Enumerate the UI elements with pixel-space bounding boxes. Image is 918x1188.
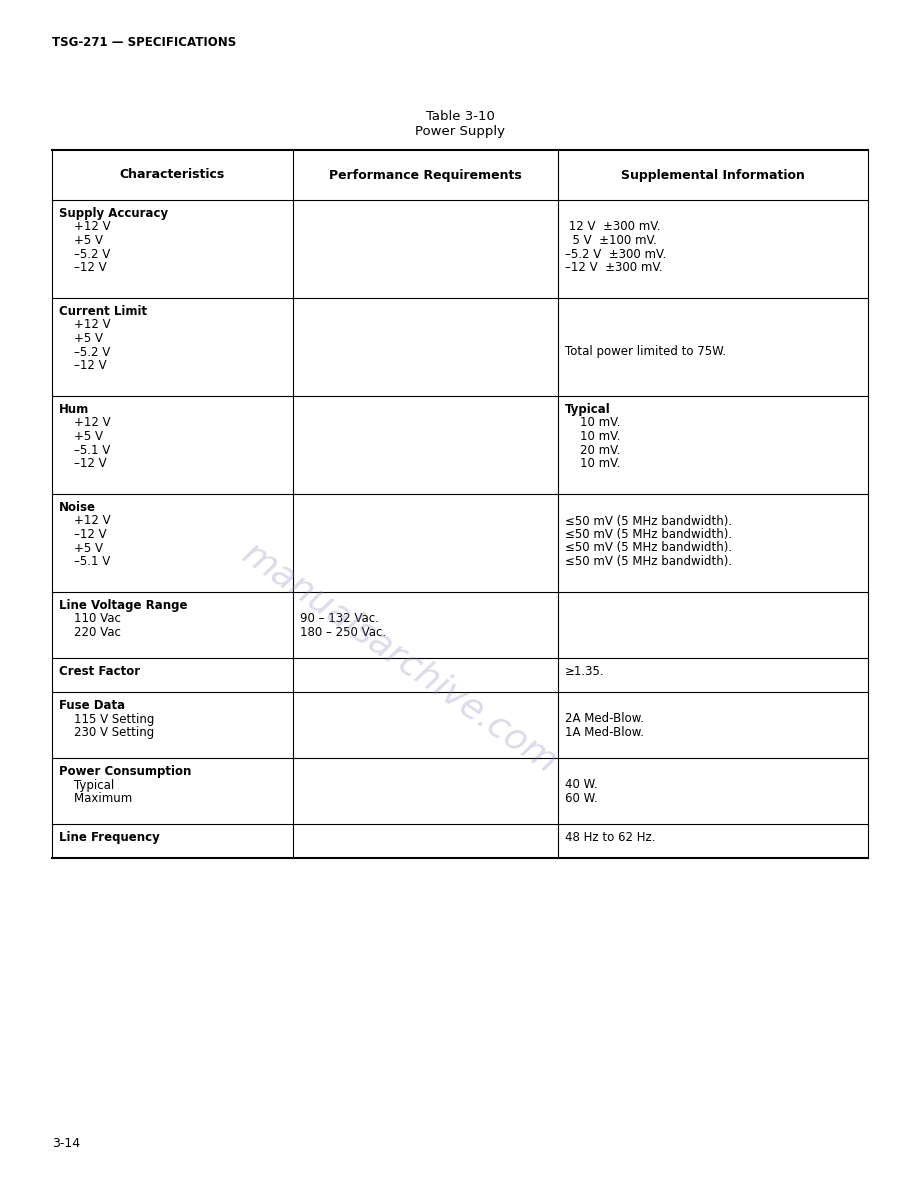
Text: 180 – 250 Vac.: 180 – 250 Vac. <box>299 626 386 639</box>
Text: Supply Accuracy: Supply Accuracy <box>59 207 168 220</box>
Text: +12 V: +12 V <box>59 318 111 331</box>
Text: –5.1 V: –5.1 V <box>59 555 110 568</box>
Text: 40 W.: 40 W. <box>565 778 598 791</box>
Text: +12 V: +12 V <box>59 221 111 234</box>
Text: 10 mV.: 10 mV. <box>565 430 621 443</box>
Text: Power Supply: Power Supply <box>415 125 505 138</box>
Text: 3-14: 3-14 <box>52 1137 80 1150</box>
Text: manualsarchive.com: manualsarchive.com <box>236 536 564 779</box>
Text: Total power limited to 75W.: Total power limited to 75W. <box>565 346 726 359</box>
Text: 220 Vac: 220 Vac <box>59 626 121 639</box>
Text: 90 – 132 Vac.: 90 – 132 Vac. <box>299 613 378 626</box>
Text: 60 W.: 60 W. <box>565 792 598 805</box>
Text: Characteristics: Characteristics <box>119 169 225 182</box>
Text: +12 V: +12 V <box>59 417 111 430</box>
Text: 48 Hz to 62 Hz.: 48 Hz to 62 Hz. <box>565 830 655 843</box>
Text: Maximum: Maximum <box>59 792 132 805</box>
Text: Power Consumption: Power Consumption <box>59 765 191 778</box>
Text: 2A Med-Blow.: 2A Med-Blow. <box>565 713 644 726</box>
Text: ≥1.35.: ≥1.35. <box>565 665 605 678</box>
Text: Crest Factor: Crest Factor <box>59 665 140 678</box>
Text: +5 V: +5 V <box>59 234 103 247</box>
Text: Typical: Typical <box>565 403 610 416</box>
Text: Noise: Noise <box>59 501 96 514</box>
Text: –12 V  ±300 mV.: –12 V ±300 mV. <box>565 261 663 274</box>
Text: TSG-271 — SPECIFICATIONS: TSG-271 — SPECIFICATIONS <box>52 36 236 49</box>
Bar <box>52 150 868 858</box>
Text: Supplemental Information: Supplemental Information <box>621 169 805 182</box>
Text: 12 V  ±300 mV.: 12 V ±300 mV. <box>565 221 660 234</box>
Text: –12 V: –12 V <box>59 457 106 470</box>
Text: 115 V Setting: 115 V Setting <box>59 713 154 726</box>
Text: –5.2 V: –5.2 V <box>59 346 110 359</box>
Text: –5.2 V  ±300 mV.: –5.2 V ±300 mV. <box>565 247 666 260</box>
Text: 230 V Setting: 230 V Setting <box>59 726 154 739</box>
Text: –5.1 V: –5.1 V <box>59 443 110 456</box>
Text: 1A Med-Blow.: 1A Med-Blow. <box>565 726 644 739</box>
Text: Table 3-10: Table 3-10 <box>426 110 495 124</box>
Text: ≤50 mV (5 MHz bandwidth).: ≤50 mV (5 MHz bandwidth). <box>565 527 732 541</box>
Text: +5 V: +5 V <box>59 430 103 443</box>
Text: Current Limit: Current Limit <box>59 305 147 318</box>
Text: Line Voltage Range: Line Voltage Range <box>59 599 187 612</box>
Text: ≤50 mV (5 MHz bandwidth).: ≤50 mV (5 MHz bandwidth). <box>565 555 732 568</box>
Text: 20 mV.: 20 mV. <box>565 443 621 456</box>
Text: 10 mV.: 10 mV. <box>565 457 621 470</box>
Text: +5 V: +5 V <box>59 331 103 345</box>
Text: –12 V: –12 V <box>59 359 106 372</box>
Text: –5.2 V: –5.2 V <box>59 247 110 260</box>
Text: Line Frequency: Line Frequency <box>59 830 160 843</box>
Text: ≤50 mV (5 MHz bandwidth).: ≤50 mV (5 MHz bandwidth). <box>565 542 732 555</box>
Text: 110 Vac: 110 Vac <box>59 613 121 626</box>
Text: Performance Requirements: Performance Requirements <box>329 169 521 182</box>
Text: Typical: Typical <box>59 778 114 791</box>
Text: 10 mV.: 10 mV. <box>565 417 621 430</box>
Text: 5 V  ±100 mV.: 5 V ±100 mV. <box>565 234 656 247</box>
Text: +12 V: +12 V <box>59 514 111 527</box>
Text: –12 V: –12 V <box>59 261 106 274</box>
Text: ≤50 mV (5 MHz bandwidth).: ≤50 mV (5 MHz bandwidth). <box>565 514 732 527</box>
Text: –12 V: –12 V <box>59 527 106 541</box>
Text: Hum: Hum <box>59 403 89 416</box>
Text: +5 V: +5 V <box>59 542 103 555</box>
Text: Fuse Data: Fuse Data <box>59 699 125 712</box>
